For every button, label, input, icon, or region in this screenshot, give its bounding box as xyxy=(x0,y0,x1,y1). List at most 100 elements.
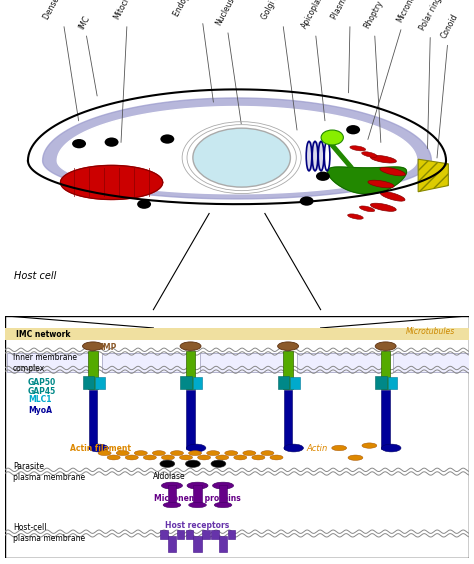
Text: Actin: Actin xyxy=(307,443,328,452)
Ellipse shape xyxy=(243,451,256,456)
Ellipse shape xyxy=(382,444,401,452)
Text: Aldolase: Aldolase xyxy=(153,472,186,481)
Text: Apicoplast: Apicoplast xyxy=(300,0,327,121)
Ellipse shape xyxy=(214,503,232,508)
Ellipse shape xyxy=(160,460,175,468)
Bar xyxy=(283,351,293,389)
FancyBboxPatch shape xyxy=(297,354,388,372)
Ellipse shape xyxy=(98,451,111,456)
Bar xyxy=(193,377,202,389)
Ellipse shape xyxy=(321,130,343,145)
Text: IMP: IMP xyxy=(100,343,116,352)
Ellipse shape xyxy=(375,342,396,350)
Bar xyxy=(375,376,387,389)
Text: IMC: IMC xyxy=(77,14,97,96)
Text: Nucleus: Nucleus xyxy=(214,0,241,124)
Ellipse shape xyxy=(160,134,174,144)
Text: Microneme: Microneme xyxy=(368,0,423,139)
Polygon shape xyxy=(330,145,353,167)
Text: Dense granule: Dense granule xyxy=(42,0,79,121)
Ellipse shape xyxy=(185,460,201,468)
Ellipse shape xyxy=(137,200,151,209)
Text: Conoid: Conoid xyxy=(437,12,459,158)
Ellipse shape xyxy=(300,196,314,206)
Ellipse shape xyxy=(234,455,247,460)
Bar xyxy=(193,536,202,552)
Bar xyxy=(168,485,176,503)
Ellipse shape xyxy=(346,125,360,134)
Ellipse shape xyxy=(213,482,234,489)
Polygon shape xyxy=(328,167,407,194)
Bar xyxy=(186,351,195,389)
Ellipse shape xyxy=(198,455,210,460)
Ellipse shape xyxy=(316,171,330,181)
Bar xyxy=(382,390,390,449)
Text: Host receptors: Host receptors xyxy=(165,521,229,530)
Bar xyxy=(180,376,192,389)
Ellipse shape xyxy=(347,214,363,219)
Ellipse shape xyxy=(359,206,375,212)
Polygon shape xyxy=(61,165,163,200)
Bar xyxy=(388,377,397,389)
Bar xyxy=(168,536,176,552)
Text: MyoA: MyoA xyxy=(28,406,52,415)
Bar xyxy=(219,485,227,503)
Text: Host cell: Host cell xyxy=(14,271,56,281)
Ellipse shape xyxy=(211,460,226,468)
Text: Plasma membrane: Plasma membrane xyxy=(330,0,372,93)
Ellipse shape xyxy=(82,342,103,350)
Ellipse shape xyxy=(187,482,208,489)
Ellipse shape xyxy=(368,180,394,188)
Text: MLC1: MLC1 xyxy=(28,395,52,404)
Ellipse shape xyxy=(125,455,138,460)
Ellipse shape xyxy=(370,156,396,163)
Ellipse shape xyxy=(371,203,396,212)
Bar xyxy=(284,390,292,449)
Ellipse shape xyxy=(252,455,265,460)
Bar xyxy=(88,351,98,389)
Ellipse shape xyxy=(261,451,274,456)
Bar xyxy=(193,485,202,503)
Text: Microneme proteins: Microneme proteins xyxy=(154,494,241,503)
Text: Microtubules: Microtubules xyxy=(406,327,456,336)
Ellipse shape xyxy=(180,342,201,350)
Ellipse shape xyxy=(207,451,219,456)
Ellipse shape xyxy=(116,451,129,456)
Ellipse shape xyxy=(105,138,118,147)
Bar xyxy=(160,530,168,539)
FancyBboxPatch shape xyxy=(7,354,98,372)
Ellipse shape xyxy=(163,503,181,508)
Text: Endoplasmic reticulum: Endoplasmic reticulum xyxy=(172,0,221,102)
Ellipse shape xyxy=(362,152,377,157)
Text: Actin filament: Actin filament xyxy=(70,443,131,452)
FancyBboxPatch shape xyxy=(392,354,474,372)
Bar xyxy=(177,530,184,539)
Ellipse shape xyxy=(72,139,86,148)
Bar xyxy=(186,530,193,539)
Text: Inner membrane
complex: Inner membrane complex xyxy=(13,353,77,373)
Bar xyxy=(219,536,227,552)
FancyBboxPatch shape xyxy=(200,354,291,372)
Ellipse shape xyxy=(152,451,165,456)
Ellipse shape xyxy=(350,146,365,151)
Ellipse shape xyxy=(216,455,229,460)
Polygon shape xyxy=(43,98,431,199)
Ellipse shape xyxy=(189,503,206,508)
Ellipse shape xyxy=(278,342,299,350)
Ellipse shape xyxy=(189,451,201,456)
Bar xyxy=(278,376,290,389)
Text: Mitochondrion: Mitochondrion xyxy=(111,0,146,143)
Ellipse shape xyxy=(380,168,405,176)
FancyBboxPatch shape xyxy=(102,354,193,372)
Text: Golgi apparatus: Golgi apparatus xyxy=(260,0,297,130)
Bar xyxy=(89,390,97,449)
Ellipse shape xyxy=(270,455,283,460)
Bar xyxy=(186,390,195,449)
Bar xyxy=(83,376,94,389)
Ellipse shape xyxy=(162,482,182,489)
Ellipse shape xyxy=(362,443,377,448)
Bar xyxy=(211,530,219,539)
Ellipse shape xyxy=(162,455,174,460)
Bar xyxy=(202,530,210,539)
Bar xyxy=(291,377,300,389)
